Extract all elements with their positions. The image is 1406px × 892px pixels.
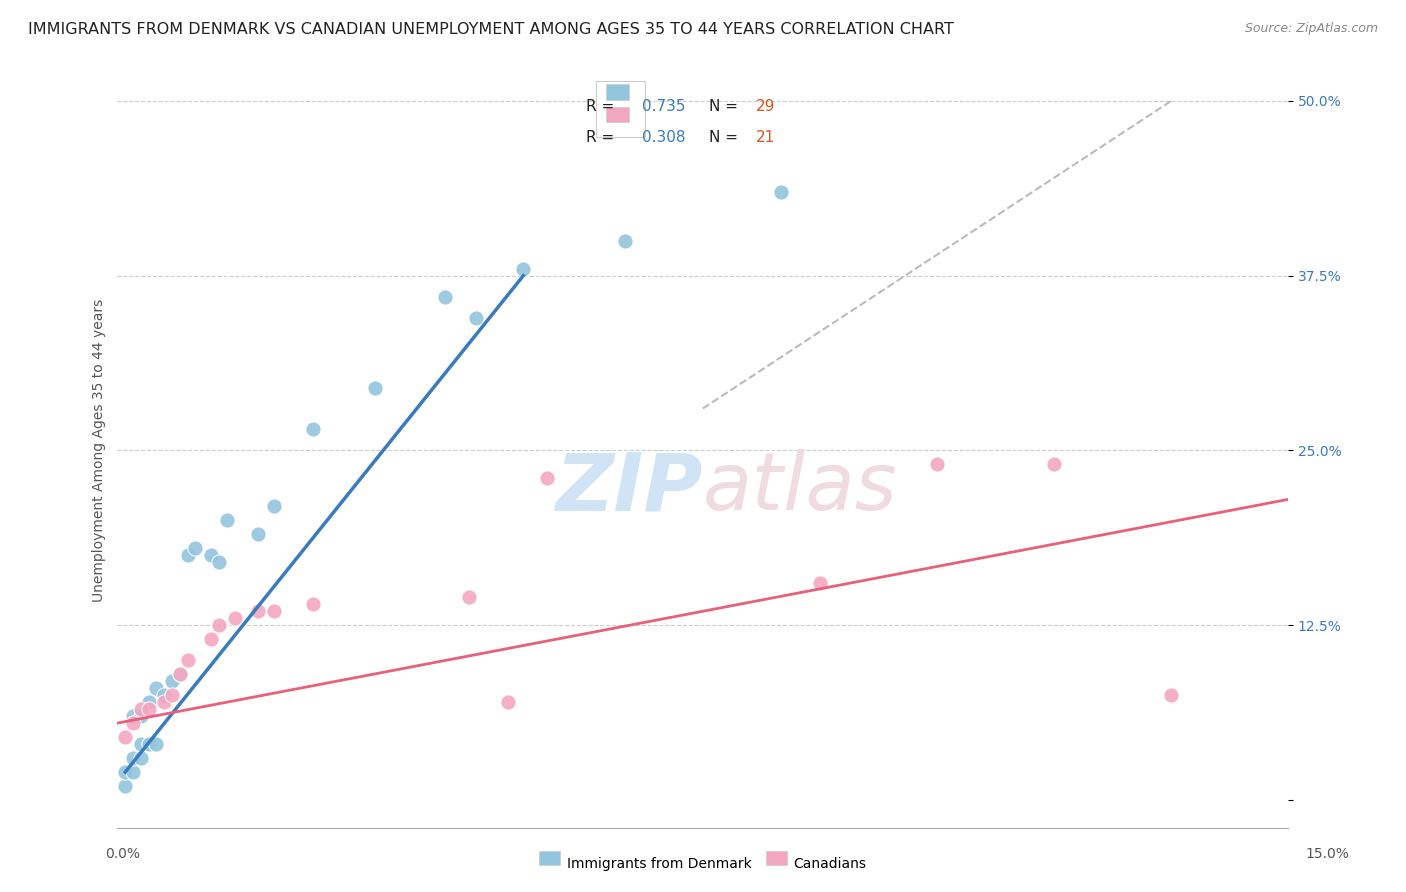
Point — [215, 513, 238, 527]
Point — [145, 737, 167, 751]
Y-axis label: Unemployment Among Ages 35 to 44 years: Unemployment Among Ages 35 to 44 years — [93, 299, 107, 602]
Point — [184, 541, 207, 556]
Text: 0.308: 0.308 — [643, 129, 686, 145]
Point — [1160, 688, 1182, 702]
Point — [208, 618, 231, 632]
Point — [263, 500, 285, 514]
Point — [925, 458, 948, 472]
Point — [457, 591, 479, 605]
Point — [169, 667, 191, 681]
Text: 21: 21 — [755, 129, 775, 145]
Point — [114, 764, 136, 779]
Point — [153, 688, 176, 702]
Point — [364, 380, 387, 394]
Text: N =: N = — [709, 129, 742, 145]
Text: atlas: atlas — [703, 450, 897, 527]
Point — [200, 549, 222, 563]
Point — [200, 632, 222, 647]
Point — [176, 549, 198, 563]
Text: 29: 29 — [755, 99, 775, 114]
Point — [114, 779, 136, 793]
Point — [263, 604, 285, 618]
Text: Source: ZipAtlas.com: Source: ZipAtlas.com — [1244, 22, 1378, 36]
Point — [138, 737, 160, 751]
Point — [536, 471, 558, 485]
Point — [138, 702, 160, 716]
Text: ZIP: ZIP — [555, 450, 703, 527]
Point — [246, 604, 269, 618]
Point — [224, 611, 246, 625]
Point — [301, 422, 323, 436]
Point — [138, 695, 160, 709]
Text: N =: N = — [709, 99, 742, 114]
Point — [769, 185, 792, 199]
Point — [512, 261, 534, 276]
Point — [1043, 458, 1066, 472]
Text: 0.735: 0.735 — [643, 99, 686, 114]
Point — [129, 709, 152, 723]
Legend: Immigrants from Denmark, Canadians: Immigrants from Denmark, Canadians — [534, 850, 872, 876]
Point — [169, 667, 191, 681]
Point — [122, 751, 145, 765]
Point — [122, 764, 145, 779]
Point — [114, 730, 136, 744]
Point — [496, 695, 519, 709]
Legend: , : , — [596, 80, 645, 137]
Point — [145, 681, 167, 695]
Point — [160, 688, 183, 702]
Point — [208, 555, 231, 569]
Point — [465, 310, 488, 325]
Text: 0.0%: 0.0% — [105, 847, 141, 861]
Point — [153, 695, 176, 709]
Point — [301, 597, 323, 611]
Point — [129, 737, 152, 751]
Point — [246, 527, 269, 541]
Point — [129, 702, 152, 716]
Point — [122, 709, 145, 723]
Point — [613, 234, 636, 248]
Point — [129, 751, 152, 765]
Point — [808, 576, 831, 591]
Point — [160, 674, 183, 689]
Text: 15.0%: 15.0% — [1306, 847, 1350, 861]
Point — [122, 716, 145, 731]
Text: R =: R = — [586, 99, 619, 114]
Point — [434, 290, 457, 304]
Text: R =: R = — [586, 129, 619, 145]
Point — [176, 653, 198, 667]
Text: IMMIGRANTS FROM DENMARK VS CANADIAN UNEMPLOYMENT AMONG AGES 35 TO 44 YEARS CORRE: IMMIGRANTS FROM DENMARK VS CANADIAN UNEM… — [28, 22, 955, 37]
